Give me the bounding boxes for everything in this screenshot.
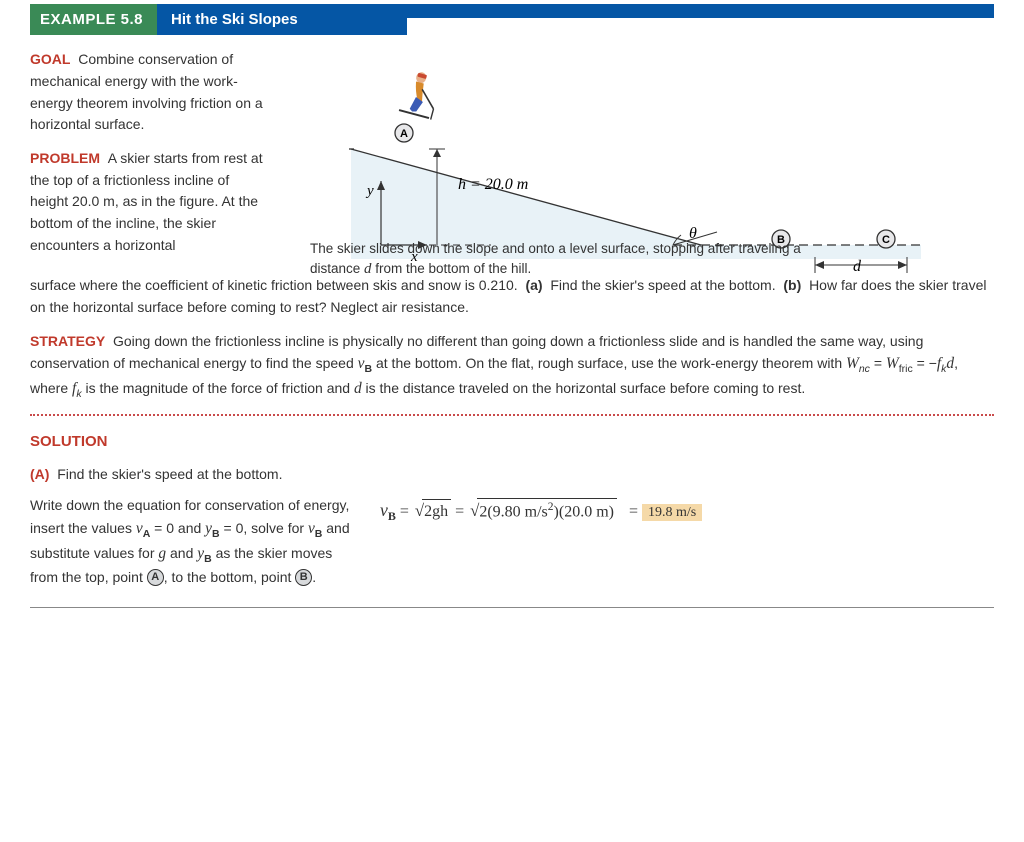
solution-step-text: Write down the equation for conservation… xyxy=(30,495,350,589)
problem-label: PROBLEM xyxy=(30,150,100,166)
solution-part-a-header: (A) Find the skier's speed at the bottom… xyxy=(30,464,994,486)
solution-step-1: Write down the equation for conservation… xyxy=(30,495,994,589)
example-number: EXAMPLE 5.8 xyxy=(30,4,157,35)
skier-icon xyxy=(399,69,442,120)
d-label: d xyxy=(853,258,862,275)
point-a-label: A xyxy=(400,128,408,140)
point-c-label: C xyxy=(882,234,890,246)
goal-para: GOAL Combine conservation of mechanical … xyxy=(30,49,270,136)
final-answer: 19.8 m/s xyxy=(642,504,702,521)
strategy-label: STRATEGY xyxy=(30,333,105,349)
h-label: h = 20.0 m xyxy=(458,176,528,193)
section-divider xyxy=(30,414,994,416)
circle-a-icon: A xyxy=(147,569,164,586)
left-text-column: GOAL Combine conservation of mechanical … xyxy=(30,49,270,256)
figure-caption: The skier slides down the slope and onto… xyxy=(310,239,850,280)
example-title: Hit the Ski Slopes xyxy=(157,4,407,35)
circle-b-icon: B xyxy=(295,569,312,586)
bottom-rule xyxy=(30,607,994,608)
header-stripe xyxy=(407,4,994,18)
strategy-para: STRATEGY Going down the frictionless inc… xyxy=(30,331,994,403)
problem-para-a: PROBLEM A skier starts from rest at the … xyxy=(30,148,270,256)
y-axis-label: y xyxy=(365,183,374,199)
solution-equation: vB = 2gh = 2(9.80 m/s2)(20.0 m) = 19.8 m… xyxy=(380,495,994,526)
goal-label: GOAL xyxy=(30,51,70,67)
page: EXAMPLE 5.8 Hit the Ski Slopes GOAL Comb… xyxy=(0,0,1024,635)
problem-continued: surface where the coefficient of kinetic… xyxy=(30,275,994,318)
example-header: EXAMPLE 5.8 Hit the Ski Slopes xyxy=(30,4,994,35)
solution-label: SOLUTION xyxy=(30,430,994,453)
